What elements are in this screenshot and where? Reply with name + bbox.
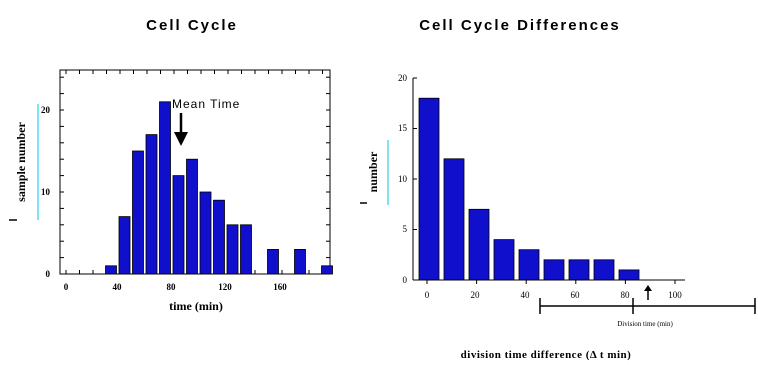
bar [132, 150, 144, 275]
bar [468, 208, 490, 281]
bars [418, 97, 640, 281]
y-tick-label: 10 [41, 187, 51, 197]
bar [145, 134, 158, 275]
x-axis-label: time (min) [169, 299, 223, 313]
bar [159, 101, 171, 275]
bar [418, 97, 440, 281]
x-tick-label: 160 [273, 282, 287, 292]
bar [118, 216, 131, 275]
mean-time-arrow [174, 113, 188, 146]
x-tick-marks [426, 280, 676, 284]
y-tick-label: 0 [403, 275, 408, 285]
bar [172, 175, 185, 275]
division-time-label: Division time (min) [617, 320, 673, 328]
y-tick-label: 10 [398, 174, 408, 184]
marker-arrow [644, 285, 652, 300]
chart-cell-cycle: Cell Cycle 0 10 20 0 40 80 120 160 time … [9, 17, 333, 313]
y-tick-marks [413, 77, 417, 281]
x-tick-label: 20 [471, 290, 481, 300]
bar [240, 224, 252, 275]
x-tick-label: 40 [113, 282, 123, 292]
x-tick-label: 60 [571, 290, 581, 300]
bar [186, 158, 198, 275]
x-tick-label: 80 [621, 290, 631, 300]
bar [267, 248, 279, 275]
x-tick-label: 0 [64, 282, 69, 292]
bar [213, 199, 225, 275]
chart-cell-cycle-differences: Cell Cycle Differences 0 5 10 15 20 0 20… [360, 17, 756, 361]
x-tick-label: 40 [521, 290, 531, 300]
y-tick-labels: 0 10 20 [41, 105, 51, 279]
bar [443, 158, 465, 281]
y-tick-label: 20 [41, 105, 51, 115]
bar [568, 259, 590, 281]
division-time-scale-bar [539, 298, 756, 314]
x-tick-label: 80 [167, 282, 177, 292]
x-tick-labels: 0 20 40 60 80 100 [425, 290, 683, 300]
bar [518, 249, 540, 281]
bar [226, 224, 239, 275]
x-tick-label: 100 [668, 290, 682, 300]
bars [105, 101, 333, 275]
bar [321, 265, 333, 275]
bar [199, 191, 212, 275]
mean-time-annotation: Mean Time [172, 97, 240, 111]
bar [493, 239, 515, 281]
x-tick-label: 120 [218, 282, 232, 292]
chart-title: Cell Cycle [146, 17, 238, 34]
y-axis-label: number [366, 151, 380, 192]
y-tick-label: 20 [398, 73, 408, 83]
y-axis-label: sample number [14, 121, 28, 201]
y-tick-label: 5 [403, 224, 408, 234]
y-tick-label: 0 [46, 269, 51, 279]
bar [593, 259, 615, 281]
bar [294, 248, 306, 275]
y-tick-label: 15 [398, 123, 408, 133]
bar [618, 269, 640, 281]
x-tick-labels: 0 40 80 120 160 [64, 282, 288, 292]
y-tick-marks [60, 76, 330, 275]
chart-title: Cell Cycle Differences [419, 17, 621, 34]
bar [543, 259, 565, 281]
bar [105, 265, 117, 275]
y-tick-labels: 0 5 10 15 20 [398, 73, 408, 285]
x-tick-label: 0 [425, 290, 430, 300]
x-axis-label: division time difference (Δ t min) [461, 349, 632, 361]
